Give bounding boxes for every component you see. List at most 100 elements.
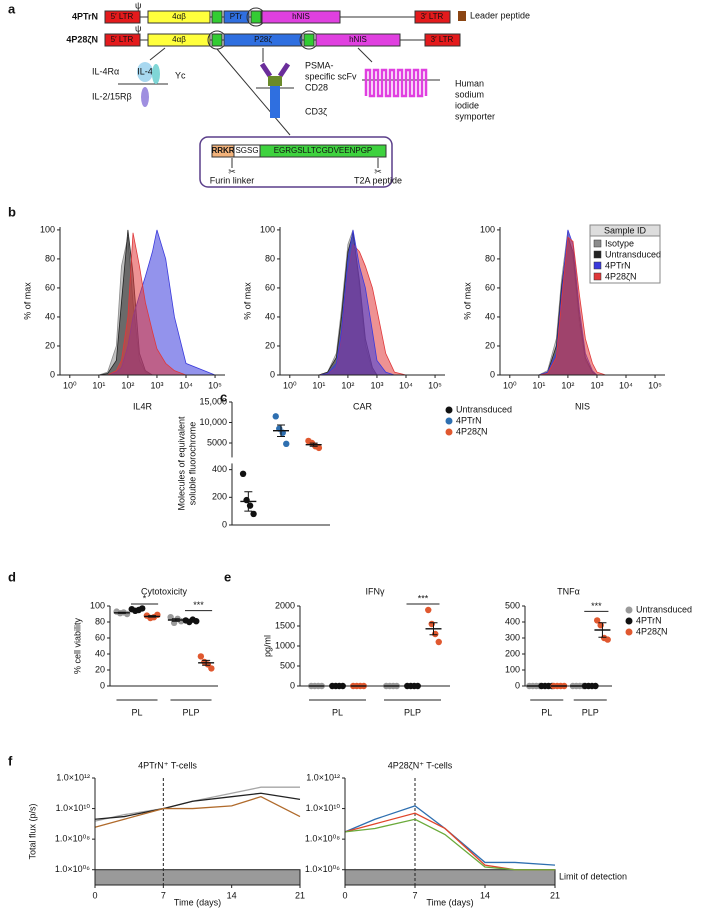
y-tick-label: 20 bbox=[485, 340, 495, 350]
receptor bbox=[141, 87, 149, 107]
arrow bbox=[216, 48, 291, 136]
error-bar bbox=[598, 622, 607, 638]
linker-segment bbox=[259, 144, 387, 158]
car-label: PSMA- bbox=[305, 60, 334, 70]
y-tick-label: 80 bbox=[95, 616, 105, 626]
legend-title: Sample ID bbox=[604, 225, 647, 235]
legend-swatch bbox=[458, 11, 466, 21]
y-tick-label: 2000 bbox=[275, 600, 295, 610]
panel-label: e bbox=[224, 569, 231, 584]
y-tick-label: 1500 bbox=[275, 620, 295, 630]
psi: ψ bbox=[135, 0, 141, 10]
x-tick-label: PL bbox=[541, 707, 552, 717]
x-tick-label: PLP bbox=[182, 707, 199, 717]
linker-caption: T2A peptide bbox=[354, 175, 402, 185]
legend-swatch bbox=[593, 250, 602, 259]
y-axis-label: % of max bbox=[462, 282, 472, 320]
chart-title: Cytotoxicity bbox=[141, 586, 188, 596]
linker-box bbox=[199, 136, 393, 188]
legend-label: 4P28ζN bbox=[456, 426, 488, 436]
psi: ψ bbox=[135, 23, 141, 33]
segment bbox=[315, 33, 401, 47]
error-bar bbox=[187, 619, 195, 622]
receptor-label: Yc bbox=[175, 70, 186, 80]
legend-label: Untransduced bbox=[456, 404, 512, 414]
arrow bbox=[357, 47, 373, 63]
panel-label: a bbox=[8, 1, 16, 16]
x-tick-label: 10⁵ bbox=[648, 380, 662, 390]
y-tick-label: 20 bbox=[95, 664, 105, 674]
y-tick-label: 80 bbox=[265, 253, 275, 263]
y-tick-label: 40 bbox=[45, 311, 55, 321]
legend-label: 4PTrN bbox=[456, 415, 482, 425]
y-tick-label: 200 bbox=[212, 492, 227, 502]
x-tick-label: 14 bbox=[480, 890, 490, 900]
data-point bbox=[239, 470, 247, 478]
detection-band bbox=[94, 869, 301, 886]
linker-text: RRKR bbox=[211, 146, 234, 155]
leader bbox=[303, 33, 315, 47]
error-bar bbox=[309, 442, 318, 447]
y-tick-label: 100 bbox=[260, 224, 275, 234]
x-tick-label: 10² bbox=[341, 380, 354, 390]
x-tick-label: 0 bbox=[342, 890, 347, 900]
scfv bbox=[259, 62, 291, 78]
legend-label: 4PTrN bbox=[605, 260, 631, 270]
data-point bbox=[435, 638, 442, 646]
y-tick-label: 100 bbox=[40, 224, 55, 234]
y-tick-label: 300 bbox=[505, 632, 520, 642]
legend-swatch bbox=[445, 406, 453, 414]
y-tick-label: 0 bbox=[50, 369, 55, 379]
y-tick-label: 1.0×10⁰⁶ bbox=[305, 864, 340, 874]
panel-label: d bbox=[8, 569, 16, 584]
y-tick-label: 5000 bbox=[207, 437, 227, 447]
detection-label: Limit of detection bbox=[559, 872, 627, 882]
significance-label: *** bbox=[193, 600, 204, 610]
axis-break bbox=[228, 457, 236, 464]
y-axis-label: % cell viability bbox=[72, 617, 82, 674]
x-tick-label: PLP bbox=[582, 707, 599, 717]
data-point bbox=[208, 665, 215, 672]
error-bar bbox=[202, 659, 211, 666]
segment-label: hNIS bbox=[292, 12, 310, 21]
data-point bbox=[425, 606, 432, 614]
segment bbox=[424, 33, 461, 47]
legend-label: Untransduced bbox=[636, 604, 692, 614]
x-axis-label: Time (days) bbox=[426, 897, 473, 907]
data-point bbox=[604, 636, 611, 643]
y-tick-label: 1.0×10¹⁰ bbox=[56, 803, 91, 813]
segment bbox=[223, 10, 250, 24]
y-tick-label: 1.0×10¹⁰ bbox=[306, 803, 341, 813]
segment bbox=[147, 10, 211, 24]
x-tick-label: 10⁵ bbox=[208, 380, 222, 390]
y-tick-label: 20 bbox=[45, 340, 55, 350]
x-axis-label: IL4R bbox=[133, 401, 153, 411]
segment bbox=[104, 33, 141, 47]
line bbox=[94, 795, 301, 828]
line bbox=[344, 818, 555, 871]
car-label: CD3ζ bbox=[305, 106, 327, 116]
cd28 bbox=[268, 76, 282, 86]
y-tick-label: 1.0×10¹² bbox=[306, 772, 340, 782]
segment bbox=[147, 33, 211, 47]
y-tick-label: 60 bbox=[45, 282, 55, 292]
segment-label: 4αβ bbox=[172, 35, 186, 44]
x-tick-label: 7 bbox=[161, 890, 166, 900]
x-tick-label: PL bbox=[131, 707, 142, 717]
error-bar bbox=[133, 608, 141, 611]
y-tick-label: 400 bbox=[212, 464, 227, 474]
y-tick-label: 0 bbox=[490, 369, 495, 379]
leader bbox=[211, 10, 223, 24]
receptor-label: IL-2/15Rβ bbox=[92, 91, 132, 101]
y-tick-label: 100 bbox=[505, 664, 520, 674]
receptor bbox=[137, 62, 153, 82]
nis-label: iodide bbox=[455, 100, 479, 110]
y-tick-label: 1.0×10⁰⁸ bbox=[305, 834, 340, 844]
segment bbox=[414, 10, 451, 24]
panel-label: f bbox=[8, 753, 13, 768]
x-tick-label: 10⁵ bbox=[428, 380, 442, 390]
y-tick-label: 200 bbox=[505, 648, 520, 658]
y-tick-label: 0 bbox=[270, 369, 275, 379]
panel-label: b bbox=[8, 204, 16, 219]
cd3z bbox=[270, 86, 280, 118]
